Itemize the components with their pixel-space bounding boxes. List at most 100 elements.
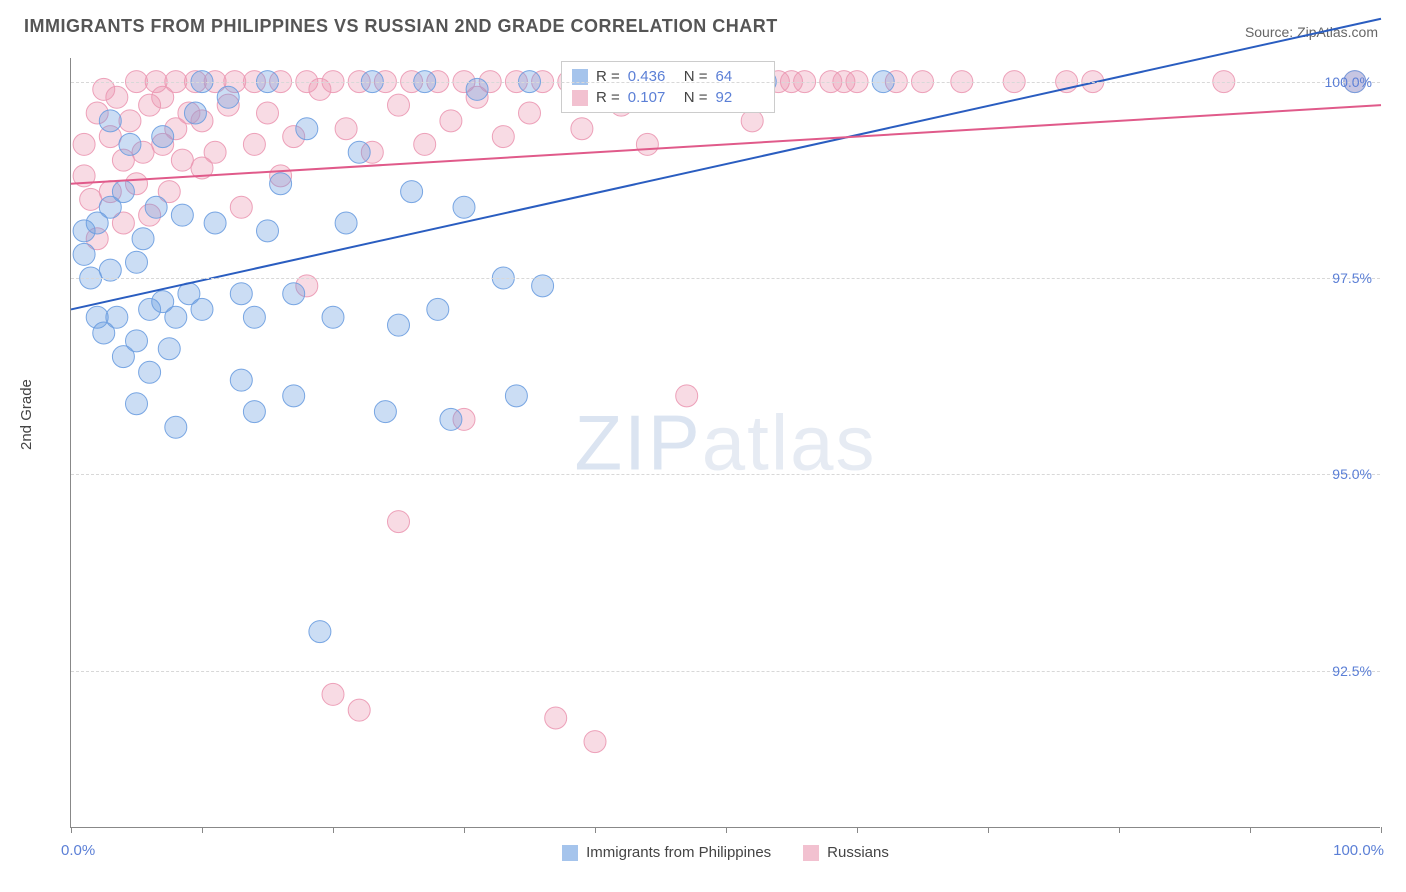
data-point: [230, 369, 252, 391]
swatch-russians: [572, 90, 588, 106]
x-tick: [595, 827, 596, 833]
data-point: [505, 385, 527, 407]
legend-row-russians: R = 0.107 N = 92: [568, 87, 768, 108]
data-point: [106, 86, 128, 108]
data-point: [165, 416, 187, 438]
legend-item-russians: Russians: [803, 844, 889, 861]
data-point: [270, 173, 292, 195]
data-point: [165, 306, 187, 328]
data-point: [230, 196, 252, 218]
data-point: [296, 118, 318, 140]
data-point: [171, 204, 193, 226]
data-point: [204, 141, 226, 163]
x-tick: [202, 827, 203, 833]
data-point: [571, 118, 593, 140]
y-tick-label: 92.5%: [1332, 663, 1372, 679]
n-value-russians: 92: [716, 89, 764, 106]
data-point: [335, 118, 357, 140]
y-tick-label: 100.0%: [1325, 74, 1372, 90]
data-point: [112, 181, 134, 203]
chart-title: IMMIGRANTS FROM PHILIPPINES VS RUSSIAN 2…: [24, 16, 778, 37]
data-point: [348, 141, 370, 163]
legend-series: Immigrants from Philippines Russians: [71, 844, 1380, 861]
data-point: [257, 220, 279, 242]
data-point: [132, 228, 154, 250]
data-point: [322, 306, 344, 328]
data-point: [184, 102, 206, 124]
x-tick: [71, 827, 72, 833]
r-value-russians: 0.107: [628, 89, 676, 106]
swatch-philippines-icon: [562, 845, 578, 861]
data-point: [741, 110, 763, 132]
data-point: [636, 133, 658, 155]
data-point: [119, 110, 141, 132]
n-label: N =: [684, 89, 708, 106]
data-point: [152, 126, 174, 148]
data-point: [257, 102, 279, 124]
y-tick-label: 97.5%: [1332, 270, 1372, 286]
source-label: Source: ZipAtlas.com: [1245, 24, 1378, 40]
x-tick: [726, 827, 727, 833]
data-point: [139, 361, 161, 383]
x-tick: [1250, 827, 1251, 833]
data-point: [80, 188, 102, 210]
data-point: [230, 283, 252, 305]
data-point: [388, 314, 410, 336]
x-tick: [988, 827, 989, 833]
data-point: [388, 94, 410, 116]
data-point: [243, 401, 265, 423]
data-point: [348, 699, 370, 721]
data-point: [335, 212, 357, 234]
data-point: [73, 133, 95, 155]
data-point: [171, 149, 193, 171]
legend-row-philippines: R = 0.436 N = 64: [568, 66, 768, 87]
data-point: [414, 133, 436, 155]
data-point: [440, 408, 462, 430]
gridline: [71, 82, 1380, 83]
legend-item-philippines: Immigrants from Philippines: [562, 844, 771, 861]
r-label: R =: [596, 89, 620, 106]
data-point: [309, 621, 331, 643]
data-point: [545, 707, 567, 729]
data-point: [73, 243, 95, 265]
data-point: [453, 196, 475, 218]
x-tick: [333, 827, 334, 833]
plot-area: ZIPatlas R = 0.436 N = 64 R = 0.107 N = …: [70, 58, 1380, 828]
gridline: [71, 474, 1380, 475]
data-point: [204, 212, 226, 234]
data-point: [283, 385, 305, 407]
legend-label-russians: Russians: [827, 844, 889, 861]
data-point: [243, 133, 265, 155]
swatch-russians-icon: [803, 845, 819, 861]
data-point: [283, 283, 305, 305]
x-tick: [1119, 827, 1120, 833]
data-point: [191, 298, 213, 320]
data-point: [106, 306, 128, 328]
data-point: [374, 401, 396, 423]
data-point: [119, 133, 141, 155]
x-tick: [464, 827, 465, 833]
data-point: [440, 110, 462, 132]
gridline: [71, 278, 1380, 279]
data-point: [584, 731, 606, 753]
data-point: [492, 126, 514, 148]
data-point: [158, 338, 180, 360]
data-point: [99, 110, 121, 132]
data-point: [519, 102, 541, 124]
data-point: [126, 251, 148, 273]
data-point: [217, 86, 239, 108]
x-tick: [1381, 827, 1382, 833]
data-point: [243, 306, 265, 328]
legend-label-philippines: Immigrants from Philippines: [586, 844, 771, 861]
data-point: [322, 683, 344, 705]
legend-stats: R = 0.436 N = 64 R = 0.107 N = 92: [561, 61, 775, 113]
data-point: [126, 330, 148, 352]
data-point: [126, 393, 148, 415]
chart-svg: [71, 58, 1380, 827]
data-point: [145, 196, 167, 218]
gridline: [71, 671, 1380, 672]
y-tick-label: 95.0%: [1332, 466, 1372, 482]
x-tick: [857, 827, 858, 833]
y-axis-title: 2nd Grade: [18, 379, 35, 450]
data-point: [401, 181, 423, 203]
